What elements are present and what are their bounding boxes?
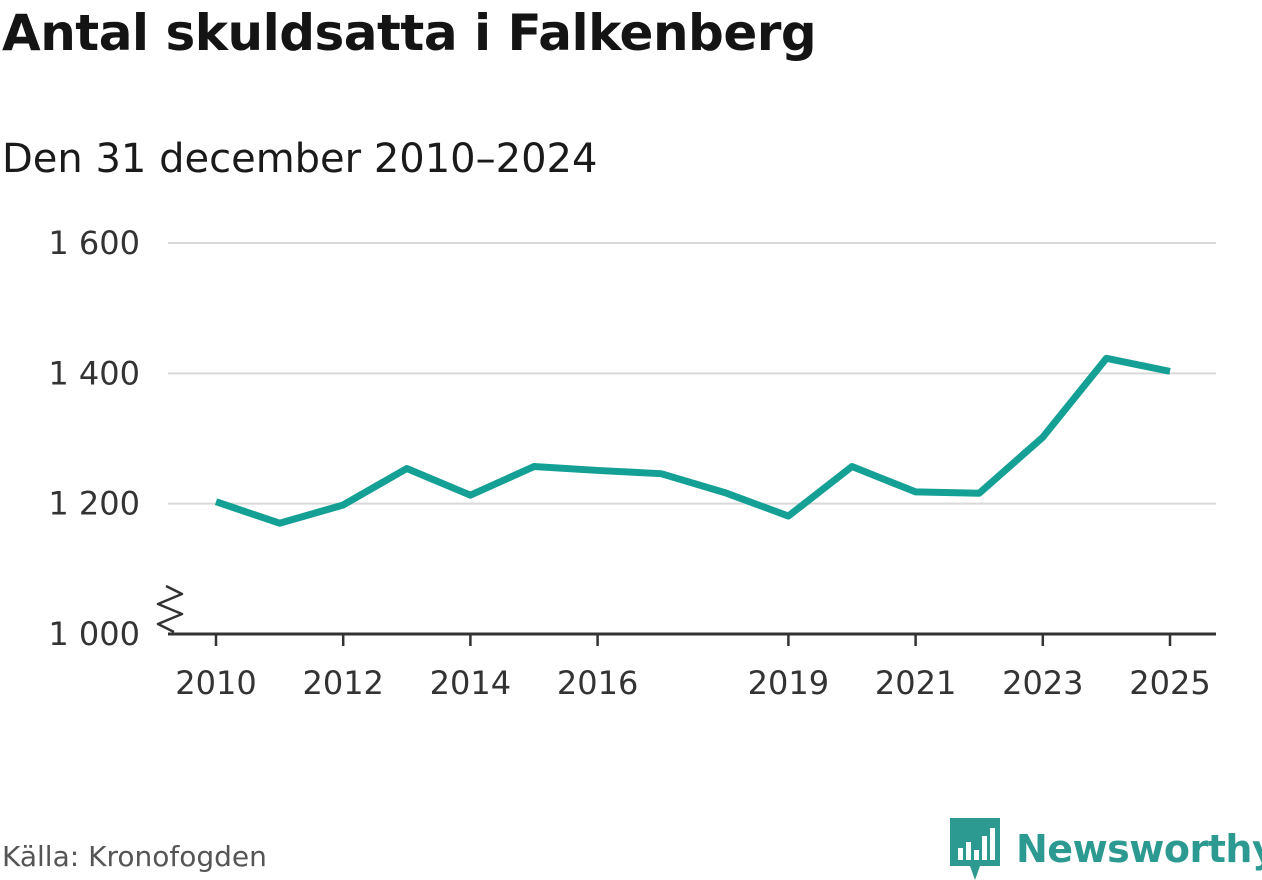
series [214,354,1171,527]
brand-name: Newsworthy [1016,827,1262,871]
zigzag-axis-break-icon [156,584,184,634]
x-tick-label: 2023 [1002,664,1083,702]
bar-chart-speech-bubble-icon [950,818,1000,880]
x-tick-label: 2016 [557,664,638,702]
y-tick-labels: 1 000 1 200 1 400 1 600 [48,224,140,653]
gridlines [168,242,1216,505]
y-tick-label: 1 200 [48,485,140,523]
x-tick-label: 2019 [748,664,829,702]
x-tick-label: 2025 [1129,664,1210,702]
y-tick-label: 1 400 [48,354,140,392]
x-tick-labels: 2010 2012 2014 2016 2019 2021 2023 2025 [175,664,1210,702]
x-tick-label: 2012 [302,664,383,702]
y-tick-label: 1 600 [48,224,140,262]
brand: Newsworthy [950,818,1262,880]
chart-title: Antal skuldsatta i Falkenberg [2,4,817,62]
source-note: Källa: Kronofogden [2,840,267,873]
x-tick-label: 2014 [430,664,511,702]
x-tick-label: 2021 [875,664,956,702]
series-line-0 [214,354,1171,527]
x-axis [156,584,1216,646]
y-tick-label: 1 000 [48,615,140,653]
x-tick-label: 2010 [175,664,256,702]
chart-subtitle: Den 31 december 2010–2024 [2,136,598,182]
